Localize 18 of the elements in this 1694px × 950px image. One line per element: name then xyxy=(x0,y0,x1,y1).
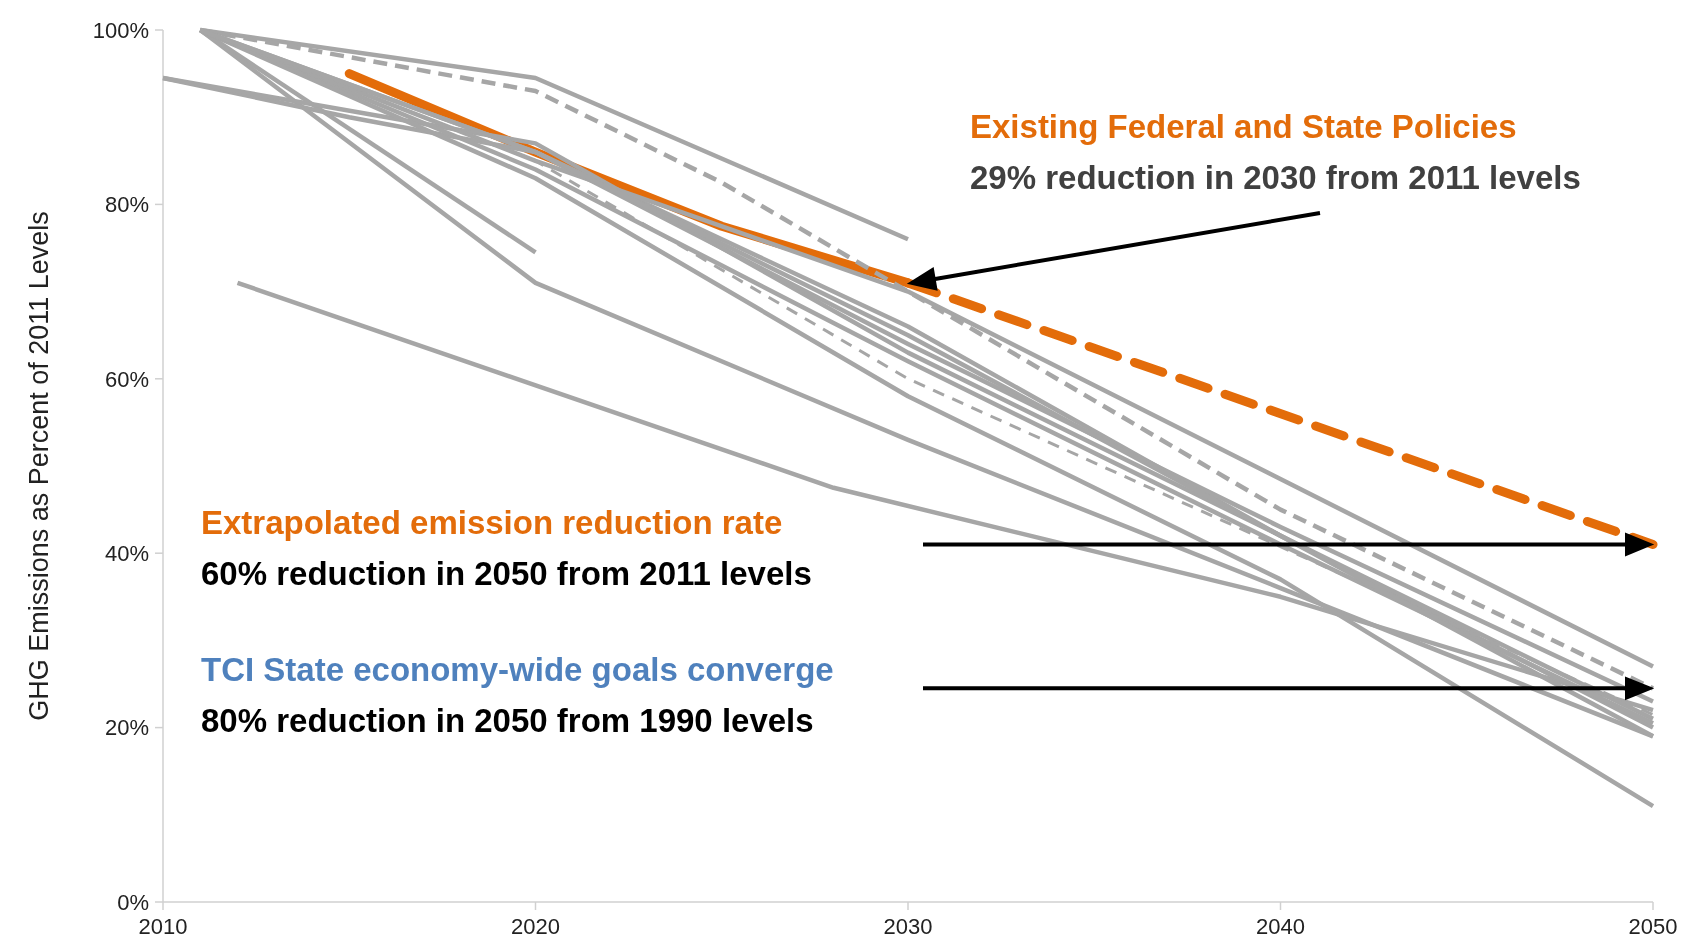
y-tick-label: 20% xyxy=(104,715,149,741)
annotation: 60% reduction in 2050 from 2011 levels xyxy=(201,555,812,592)
x-tick-label: 2050 xyxy=(1628,914,1678,939)
annotation: 29% reduction in 2030 from 2011 levels xyxy=(970,159,1581,196)
x-tick-label: 2040 xyxy=(1256,914,1305,939)
annotation: TCI State economy-wide goals converge xyxy=(201,651,834,688)
y-axis-title: GHG Emissions as Percent of 2011 Levels xyxy=(24,211,54,721)
y-tick-label: 60% xyxy=(104,366,149,392)
y-tick-label: 100% xyxy=(92,17,149,43)
annotation: Extrapolated emission reduction rate xyxy=(201,504,783,541)
annotation: Existing Federal and State Policies xyxy=(970,108,1517,145)
x-tick-label: 2010 xyxy=(138,914,188,939)
y-tick-label: 40% xyxy=(104,540,149,566)
y-tick-label: 80% xyxy=(104,192,149,218)
x-tick-label: 2030 xyxy=(883,914,933,939)
y-tick-label: 0% xyxy=(117,889,149,915)
x-tick-label: 2020 xyxy=(511,914,560,939)
annotation: 80% reduction in 2050 from 1990 levels xyxy=(201,702,814,739)
